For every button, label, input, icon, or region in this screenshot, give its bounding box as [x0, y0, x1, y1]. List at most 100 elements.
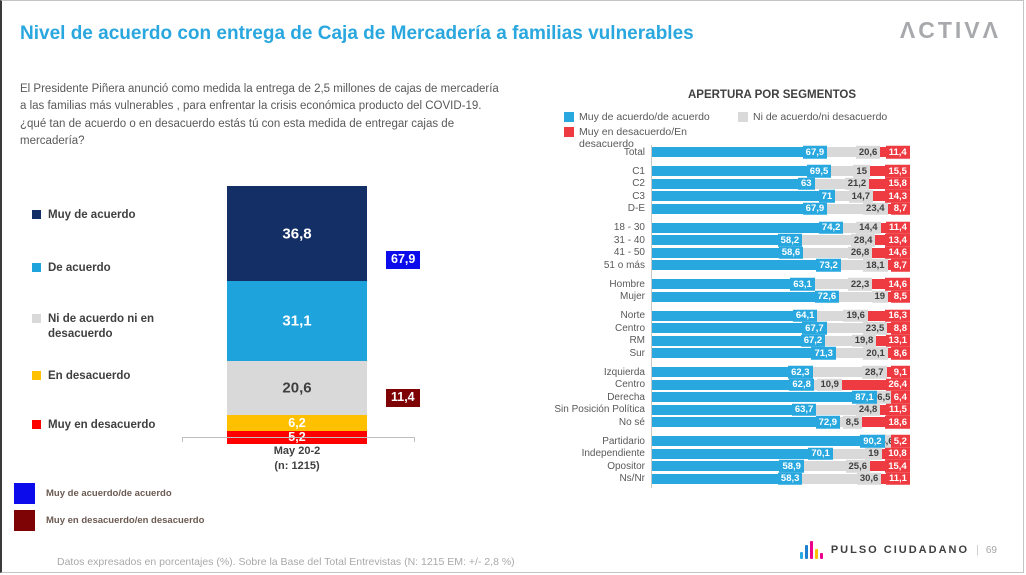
segment-label: Derecha: [607, 391, 645, 403]
bar-segment: 24,8: [816, 403, 881, 416]
page-separator: |: [976, 544, 979, 556]
segment-row: D-E 67,9 23,4 8,7: [522, 202, 1022, 215]
segment-bar: 67,9 23,4 8,7: [652, 202, 910, 215]
segment-label: Hombre: [609, 278, 645, 290]
segment-label: Mujer: [619, 291, 645, 302]
segment-bar: 58,6 26,8 14,6: [652, 246, 910, 259]
legend-swatch: [32, 314, 41, 323]
bar-segment: 26,4: [841, 378, 910, 391]
bar-segment-value: 6,5: [874, 390, 894, 404]
legend-label: Muy en desacuerdo/En desacuerdo: [579, 126, 687, 150]
segment-bar: 90,2 4,6 5,2: [652, 434, 910, 448]
bar-segment: 72,9: [652, 415, 841, 429]
segment-group: C1 69,5 15 15,5 C2 63 21,2 15,8 C3 71 14,7 14,3 D-E 6…: [522, 164, 1022, 215]
bar-segment: 63: [652, 177, 815, 190]
bar-segment: 71,3: [652, 346, 836, 360]
bar-segment-value: 64,1: [792, 309, 818, 322]
legend-item: Ni de acuerdo/ni desacuerdo: [738, 111, 887, 123]
bar-segment: 8,7: [887, 258, 910, 272]
legend-label: Muy de acuerdo: [48, 209, 136, 221]
segment-group: 18 - 30 74,2 14,4 11,4 31 - 40 58,2 28,4 13,4 41…: [522, 221, 1022, 272]
bar-segment: 67,2: [652, 334, 826, 347]
net-score-badge: 67,9: [386, 251, 421, 269]
segment-bar: 73,2 18,1 8,7: [652, 258, 910, 272]
footer-brand-label: PULSO CIUDADANO: [830, 544, 970, 556]
bar-segment: 8,5: [840, 415, 862, 429]
net-legend-swatch: [14, 510, 35, 531]
bar-segment: 14,3: [873, 189, 910, 203]
bar-segment-value: 90,2: [860, 434, 885, 448]
legend-label: Ni de acuerdo ni en desacuerdo: [48, 313, 155, 340]
bar-segment: 6,2: [227, 414, 367, 431]
bar-segment: 19,8: [825, 334, 877, 347]
bar-segment: 31,1: [227, 281, 367, 362]
segment-bar: 58,3 30,6 11,1: [652, 472, 910, 485]
bar-segment-value: 9,1: [890, 365, 910, 379]
bar-segment: 11,5: [880, 403, 910, 416]
legend-label: Muy en desacuerdo: [48, 419, 156, 431]
activa-logo: ΛCTIVΛ: [899, 17, 1001, 43]
bar-segment-value: 11,5: [886, 403, 910, 416]
bar-segment-value: 63,7: [791, 403, 817, 416]
net-legend: Muy de acuerdo/de acuerdo Muy en desacuer…: [14, 483, 204, 537]
bar-segment-value: 14,7: [848, 189, 874, 203]
legend-label: En desacuerdo: [48, 370, 131, 382]
bar-segment-value: 69,5: [806, 164, 832, 178]
bar-segment: 30,6: [802, 472, 882, 485]
bar-segment-value: 14,6: [885, 246, 910, 259]
bar-segment-value: 67,9: [802, 145, 828, 159]
bar-segment-value: 18,1: [863, 258, 888, 272]
segment-label: C3: [632, 190, 645, 202]
bar-segment-value: 10,8: [885, 447, 910, 460]
bar-segment-value: 15,5: [885, 164, 910, 178]
bar-segment: 67,9: [652, 202, 828, 215]
segment-label: Centro: [614, 379, 645, 390]
bar-segment: 11,4: [880, 221, 910, 234]
bar-segment-value: 23,5: [862, 321, 888, 335]
net-legend-item: Muy de acuerdo/de acuerdo: [14, 483, 204, 504]
bar-segment-value: 11,4: [885, 145, 910, 159]
bar-segment: 67,7: [652, 321, 827, 335]
bar-segment: 64,1: [652, 309, 818, 322]
segment-label: No sé: [618, 416, 645, 428]
legend-item: Ni de acuerdo ni en desacuerdo: [32, 312, 192, 342]
bar-segment: 13,1: [876, 334, 910, 347]
segment-label: C2: [632, 178, 645, 189]
bar-segment: 74,2: [652, 221, 844, 234]
bar-segment: 8,8: [887, 321, 910, 335]
legend-label: Muy de acuerdo/de acuerdo: [579, 111, 710, 123]
bar-segment-value: 8,7: [890, 202, 910, 215]
segment-row: RM 67,2 19,8 13,1: [522, 334, 1022, 347]
bar-segment: 20,6: [227, 361, 367, 415]
bar-segment-value: 18,6: [885, 415, 910, 429]
bar-segment-value: 20,6: [282, 379, 312, 397]
segment-row: Izquierda 62,3 28,7 9,1: [522, 365, 1022, 379]
bar-segment: 58,6: [652, 246, 804, 259]
bar-segment: 18,6: [862, 415, 910, 429]
segment-bar: 67,2 19,8 13,1: [652, 334, 910, 347]
segments-bars: Total 67,9 20,6 11,4 C1 69,5 15 15,5 C2 63 21,2 15,…: [522, 145, 1022, 488]
bar-segment-value: 14,4: [856, 221, 881, 234]
segment-bar: 63,7 24,8 11,5: [652, 403, 910, 416]
segment-label: Ns/Nr: [619, 473, 645, 484]
bar-segment-value: 26,4: [885, 378, 910, 391]
bar-segment-value: 74,2: [818, 221, 844, 234]
agreement-stacked-bar: 36,8 31,1 20,6 6,2 5,2: [227, 186, 367, 444]
bar-segment-value: 13,1: [885, 334, 910, 347]
segment-label: D-E: [627, 203, 645, 214]
net-score-badge: 11,4: [386, 389, 420, 407]
segment-bar: 63 21,2 15,8: [652, 177, 910, 190]
segments-legend: Muy de acuerdo/de acuerdo Ni de acuerdo/n…: [564, 111, 887, 150]
page-number: 69: [985, 544, 997, 556]
bar-segment-value: 30,6: [856, 472, 882, 485]
bar-segment-value: 72,9: [815, 415, 841, 429]
bar-segment: 13,4: [875, 233, 910, 247]
segment-row: Norte 64,1 19,6 16,3: [522, 309, 1022, 322]
sample-size-label: (n: 1215): [274, 460, 320, 472]
bar-segment-value: 25,6: [845, 459, 870, 473]
bar-segment: 6,4: [890, 390, 910, 404]
segment-label: 51 o más: [603, 259, 645, 271]
footnote: Datos expresados en porcentajes (%). Sob…: [57, 556, 515, 568]
segment-label: Centro: [614, 322, 645, 334]
bar-segment-value: 72,6: [814, 290, 840, 303]
